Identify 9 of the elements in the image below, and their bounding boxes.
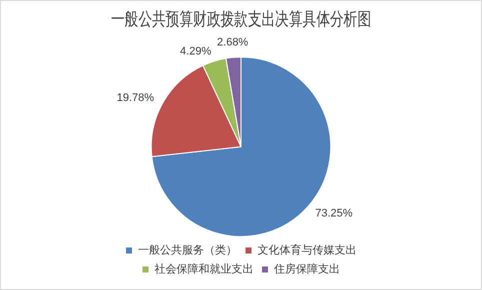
chart-title: 一般公共预算财政拨款支出决算具体分析图	[110, 9, 372, 30]
legend-label: 社会保障和就业支出	[154, 262, 254, 276]
legend-label: 一般公共服务（类）	[138, 244, 237, 257]
data-label: 2.68%	[217, 36, 248, 48]
data-label: 19.78%	[116, 92, 154, 104]
data-label: 73.25%	[315, 207, 353, 220]
legend-label: 文化体育与传媒支出	[258, 244, 356, 257]
legend-label: 住房保障支出	[274, 262, 340, 276]
data-label: 4.29%	[180, 46, 212, 58]
